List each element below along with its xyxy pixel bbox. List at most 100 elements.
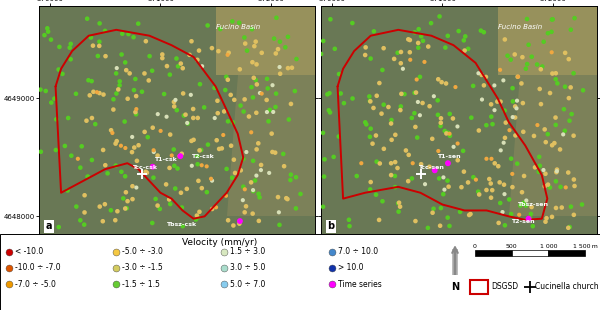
Point (43, 26, 52, 31)
Point (339, 101, 349, 106)
Point (223, 52, 232, 57)
Point (460, 34, 470, 39)
Point (239, 109, 248, 114)
Point (229, 223, 238, 228)
Point (524, 42, 533, 47)
Point (112, 139, 122, 144)
Point (83, 174, 92, 179)
Point (211, 205, 221, 210)
Point (466, 211, 475, 216)
Point (271, 104, 280, 109)
Point (371, 133, 381, 138)
Point (482, 123, 491, 128)
Point (264, 119, 274, 124)
Point (283, 66, 293, 71)
Point (140, 71, 149, 76)
Text: Velocity (mm/yr): Velocity (mm/yr) (182, 237, 257, 246)
Point (148, 68, 157, 73)
Point (495, 180, 505, 185)
Point (564, 57, 574, 62)
Point (334, 72, 344, 77)
Point (250, 178, 260, 183)
Point (195, 148, 205, 153)
Point (371, 192, 381, 197)
Point (375, 161, 385, 166)
Point (156, 128, 166, 133)
Point (160, 91, 169, 96)
Point (165, 72, 175, 77)
Point (170, 163, 179, 168)
Point (265, 107, 275, 112)
Point (366, 126, 376, 131)
Point (325, 110, 335, 115)
Point (242, 48, 252, 53)
Point (178, 224, 188, 229)
Point (191, 217, 201, 222)
Point (366, 56, 376, 61)
Point (566, 85, 575, 90)
Point (177, 205, 187, 210)
Point (563, 225, 573, 230)
Point (106, 208, 116, 213)
Text: -5.0 ÷ -3.0: -5.0 ÷ -3.0 (122, 247, 163, 256)
Point (212, 98, 222, 103)
Point (226, 92, 235, 97)
Point (283, 197, 292, 202)
Point (536, 102, 546, 107)
Point (324, 108, 334, 113)
Point (170, 97, 180, 102)
Point (545, 91, 555, 95)
Point (500, 135, 510, 140)
Point (436, 116, 446, 121)
Point (149, 149, 158, 154)
Point (416, 34, 426, 39)
Point (235, 221, 244, 226)
Point (344, 217, 354, 222)
Point (223, 119, 233, 124)
Point (169, 104, 179, 109)
Point (436, 123, 445, 128)
Point (392, 166, 402, 171)
Point (398, 66, 407, 71)
Text: 500: 500 (506, 244, 517, 249)
Point (361, 52, 370, 57)
Point (65, 45, 74, 50)
Point (273, 47, 283, 52)
Point (187, 39, 196, 44)
Point (257, 91, 266, 96)
Point (547, 143, 557, 148)
Point (426, 21, 436, 26)
Point (249, 75, 259, 80)
Point (254, 191, 263, 196)
Point (556, 184, 565, 189)
Point (455, 209, 465, 214)
Point (543, 182, 553, 187)
Point (137, 89, 147, 94)
Point (252, 62, 262, 67)
Point (178, 66, 188, 71)
Point (113, 209, 122, 214)
Point (463, 180, 473, 185)
Point (457, 185, 466, 190)
Point (94, 43, 104, 48)
Point (210, 86, 220, 91)
Point (187, 163, 197, 168)
Point (329, 154, 338, 159)
Point (569, 212, 578, 217)
Bar (512, 250, 548, 256)
Point (101, 54, 110, 59)
Point (262, 97, 271, 102)
Point (487, 156, 496, 161)
Text: Tcc-csk: Tcc-csk (132, 165, 157, 170)
Point (222, 166, 232, 171)
Point (248, 188, 258, 193)
Text: Tcc-sen: Tcc-sen (418, 165, 444, 170)
Point (365, 94, 374, 99)
Point (187, 139, 196, 144)
Point (131, 112, 141, 117)
Point (547, 50, 556, 55)
Point (255, 195, 265, 200)
Point (400, 92, 409, 97)
Point (448, 116, 458, 121)
Point (131, 107, 141, 112)
